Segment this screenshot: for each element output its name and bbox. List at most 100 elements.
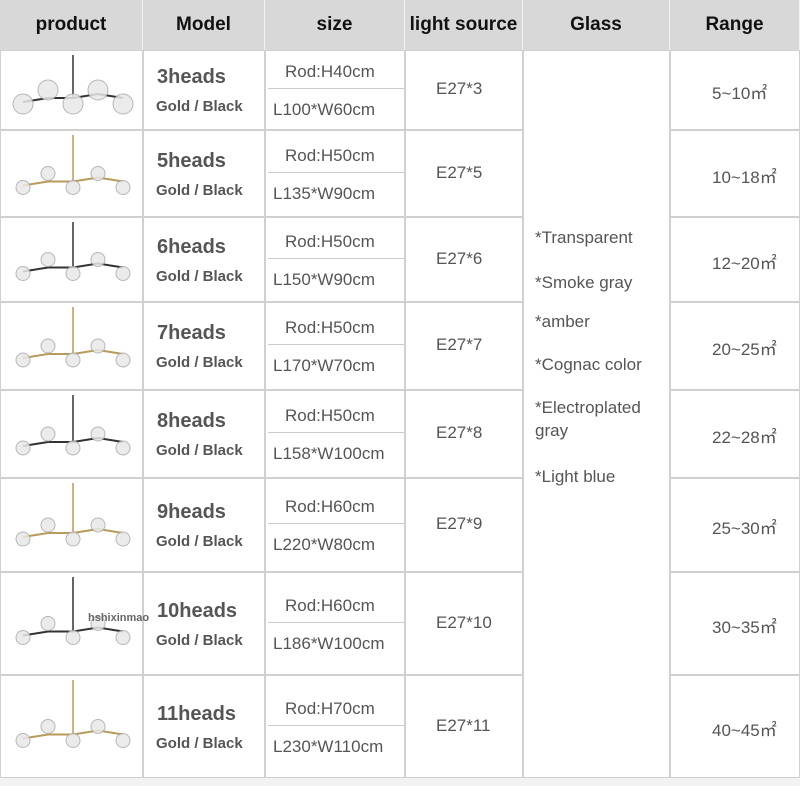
finish: Gold / Black: [156, 533, 243, 550]
product-image: [15, 395, 131, 456]
product-image: [15, 483, 131, 547]
glass-cell: [523, 50, 670, 778]
range: 5~10㎡: [712, 84, 768, 103]
glass-option: *Smoke gray: [535, 273, 633, 292]
column-header: Range: [670, 0, 800, 50]
table-cell: [405, 675, 523, 778]
light-source: E27*5: [436, 162, 483, 182]
size-divider: [268, 621, 404, 623]
glass-option: *Transparent: [535, 228, 633, 247]
table-cell: [670, 675, 800, 778]
table-cell: [405, 50, 523, 130]
product-image: [12, 55, 134, 115]
table-cell: [143, 390, 265, 478]
model: 3heads: [157, 66, 226, 88]
range: 40~45㎡: [712, 720, 777, 740]
dimensions: L135*W90cm: [273, 183, 376, 203]
rod-length: Rod:H60cm: [285, 595, 375, 615]
table-cell: [265, 130, 405, 217]
rod-length: Rod:H40cm: [285, 62, 375, 81]
table-cell: [405, 390, 523, 478]
finish: Gold / Black: [156, 442, 243, 459]
table-cell: [143, 217, 265, 302]
column-header: Glass: [523, 0, 670, 50]
table-cell: [143, 572, 265, 675]
glass-option: *Cognac color: [535, 355, 642, 374]
rod-length: Rod:H50cm: [285, 145, 375, 165]
table-cell: [143, 50, 265, 130]
model: 8heads: [157, 410, 226, 432]
column-header: size: [265, 0, 405, 50]
size-divider: [268, 171, 404, 173]
finish: Gold / Black: [156, 734, 243, 752]
model: 5heads: [157, 149, 226, 172]
table-cell: [143, 130, 265, 217]
table-cell: [265, 217, 405, 302]
light-source: E27*7: [436, 335, 483, 354]
model: 10heads: [157, 599, 238, 622]
product-image: [15, 135, 131, 195]
size-divider: [268, 257, 404, 259]
table-cell: [143, 302, 265, 390]
table-cell: [143, 675, 265, 778]
table-cell: [405, 217, 523, 302]
range: 25~30㎡: [712, 519, 777, 538]
dimensions: L100*W60cm: [273, 100, 376, 119]
dimensions: L150*W90cm: [273, 269, 376, 289]
finish: Gold / Black: [156, 181, 243, 199]
range: 22~28㎡: [712, 428, 777, 447]
rod-length: Rod:H50cm: [285, 231, 375, 251]
table-cell: [0, 675, 143, 778]
table-cell: [265, 50, 405, 130]
table-cell: [405, 478, 523, 572]
range: 12~20㎡: [712, 253, 777, 273]
dimensions: L186*W100cm: [273, 633, 385, 653]
light-source: E27*10: [436, 612, 492, 632]
size-divider: [268, 344, 404, 345]
model: 9heads: [157, 501, 226, 523]
table-cell: [670, 50, 800, 130]
table-cell: [0, 572, 143, 675]
watermark: hshixinmao: [88, 612, 150, 624]
finish: Gold / Black: [156, 267, 243, 285]
table-cell: [670, 478, 800, 572]
table-cell: [405, 572, 523, 675]
finish: Gold / Black: [156, 354, 243, 371]
table-cell: [265, 302, 405, 390]
product-image: [15, 222, 131, 281]
table-cell: [670, 390, 800, 478]
table-cell: [670, 302, 800, 390]
rod-length: Rod:H50cm: [285, 406, 375, 425]
model: 11heads: [157, 702, 236, 725]
range: 30~35㎡: [712, 617, 777, 637]
finish: Gold / Black: [156, 98, 243, 115]
table-cell: [265, 478, 405, 572]
dimensions: L230*W110cm: [273, 736, 384, 756]
column-header: Model: [143, 0, 265, 50]
table-cell: [0, 390, 143, 478]
model: 6heads: [157, 235, 226, 258]
glass-option: *amber: [535, 312, 590, 331]
product-image: [15, 577, 131, 645]
table-cell: [0, 130, 143, 217]
size-divider: [268, 88, 404, 89]
finish: Gold / Black: [156, 631, 243, 649]
range: 10~18㎡: [712, 167, 777, 187]
light-source: E27*3: [436, 79, 483, 98]
table-cell: [405, 130, 523, 217]
model: 7heads: [157, 322, 226, 344]
column-header: light source: [405, 0, 523, 50]
table-cell: [670, 572, 800, 675]
table-cell: [405, 302, 523, 390]
product-image: [15, 307, 131, 368]
glass-option: *Light blue: [535, 467, 616, 486]
light-source: E27*9: [436, 514, 483, 533]
product-image: [15, 680, 131, 748]
table-cell: [670, 217, 800, 302]
glass-option: *Electroplated gray: [535, 398, 641, 440]
dimensions: L158*W100cm: [273, 444, 385, 463]
table-cell: [143, 478, 265, 572]
table-cell: [0, 478, 143, 572]
table-cell: [265, 572, 405, 675]
